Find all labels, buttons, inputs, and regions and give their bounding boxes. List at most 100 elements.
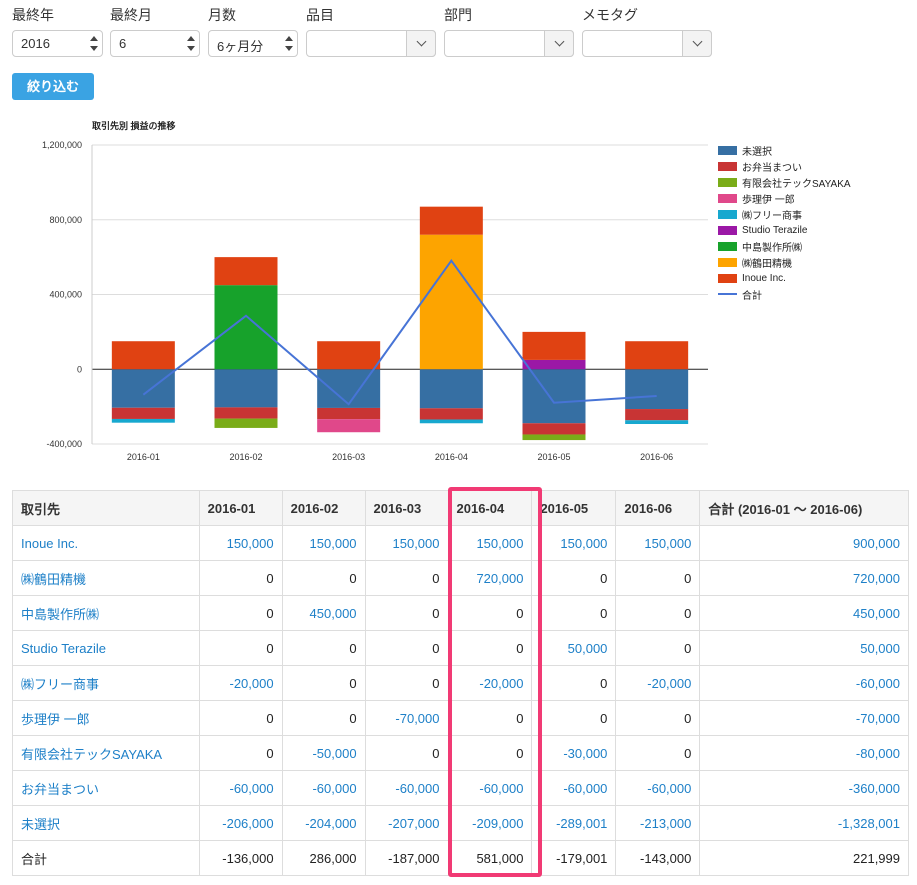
amount-cell[interactable]: -1,328,001 bbox=[837, 815, 900, 831]
partner-name-link[interactable]: 中島製作所㈱ bbox=[21, 606, 100, 622]
amount-cell[interactable]: 150,000 bbox=[392, 535, 440, 551]
legend-label: 合計 bbox=[742, 290, 762, 302]
amount-cell: 0 bbox=[684, 640, 692, 656]
column-header[interactable]: 取引先 bbox=[12, 490, 200, 526]
column-header[interactable]: 2016-06 bbox=[615, 490, 701, 526]
span-label: 月数 bbox=[208, 7, 236, 23]
spinner-icon bbox=[90, 36, 98, 51]
amount-cell[interactable]: 720,000 bbox=[853, 570, 900, 586]
amount-cell[interactable]: -30,000 bbox=[563, 745, 608, 761]
tag-dropdown-button[interactable] bbox=[682, 30, 712, 57]
column-header[interactable]: 合計 (2016-01 〜 2016-06) bbox=[699, 490, 909, 526]
amount-cell[interactable]: 150,000 bbox=[644, 535, 692, 551]
amount-cell[interactable]: -289,001 bbox=[556, 815, 608, 831]
amount-cell[interactable]: -20,000 bbox=[479, 675, 524, 691]
amount-cell[interactable]: -50,000 bbox=[312, 745, 357, 761]
dept-dropdown-button[interactable] bbox=[544, 30, 574, 57]
amount-cell[interactable]: -204,000 bbox=[305, 815, 357, 831]
legend-label: Studio Terazile bbox=[742, 224, 808, 236]
table-cell: -20,000 bbox=[615, 665, 701, 701]
partner-name-link[interactable]: お弁当まつい bbox=[21, 781, 100, 797]
bar-segment bbox=[625, 420, 689, 425]
amount-cell[interactable]: -207,000 bbox=[388, 815, 440, 831]
partner-name-link[interactable]: Inoue Inc. bbox=[21, 535, 79, 551]
partner-name-link[interactable]: Studio Terazile bbox=[21, 640, 107, 656]
amount-cell[interactable]: -360,000 bbox=[848, 780, 900, 796]
amount-cell[interactable]: -213,000 bbox=[640, 815, 692, 831]
amount-cell[interactable]: -70,000 bbox=[855, 710, 900, 726]
amount-cell[interactable]: -60,000 bbox=[479, 780, 524, 796]
table-cell: 0 bbox=[447, 700, 533, 736]
partner-name-link[interactable]: ㈱フリー商事 bbox=[21, 676, 100, 692]
item-dropdown-button[interactable] bbox=[406, 30, 436, 57]
amount-cell[interactable]: 150,000 bbox=[560, 535, 608, 551]
amount-cell[interactable]: -60,000 bbox=[647, 780, 692, 796]
amount-cell[interactable]: 50,000 bbox=[860, 640, 900, 656]
column-header[interactable]: 2016-03 bbox=[364, 490, 449, 526]
amount-cell: 0 bbox=[349, 640, 357, 656]
amount-cell[interactable]: 150,000 bbox=[309, 535, 357, 551]
bar-segment bbox=[317, 341, 381, 370]
amount-cell[interactable]: -60,000 bbox=[855, 675, 900, 691]
partner-name-link[interactable]: ㈱鶴田精機 bbox=[21, 571, 87, 587]
table-cell: -60,000 bbox=[531, 770, 617, 806]
bar-segment bbox=[214, 369, 278, 408]
partner-name-link[interactable]: 有限会社テックSAYAKA bbox=[21, 746, 163, 762]
amount-cell[interactable]: -60,000 bbox=[312, 780, 357, 796]
table-cell: -204,000 bbox=[281, 805, 366, 841]
year-select[interactable]: 2016 bbox=[12, 30, 103, 57]
amount-cell[interactable]: 720,000 bbox=[476, 570, 524, 586]
column-header[interactable]: 2016-02 bbox=[281, 490, 366, 526]
partner-name-link[interactable]: 未選択 bbox=[21, 816, 61, 832]
bar-segment bbox=[522, 331, 586, 360]
total-row: 合計 -136,000 286,000 -187,000 581,000 -179,001… bbox=[12, 840, 909, 876]
table-cell: 0 bbox=[364, 560, 449, 596]
month-select[interactable]: 6 bbox=[110, 30, 200, 57]
amount-cell[interactable]: -60,000 bbox=[229, 780, 274, 796]
amount-cell[interactable]: -209,000 bbox=[472, 815, 524, 831]
bar-segment bbox=[419, 408, 483, 420]
amount-cell: 0 bbox=[684, 605, 692, 621]
table-cell: -70,000 bbox=[364, 700, 449, 736]
column-header[interactable]: 2016-05 bbox=[531, 490, 617, 526]
x-tick-label: 2016-06 bbox=[640, 452, 673, 462]
amount-cell[interactable]: -20,000 bbox=[229, 675, 274, 691]
amount-cell[interactable]: -20,000 bbox=[647, 675, 692, 691]
span-select[interactable]: 6ヶ月分 bbox=[208, 30, 298, 57]
amount-cell[interactable]: -60,000 bbox=[563, 780, 608, 796]
spinner-icon bbox=[285, 36, 293, 51]
table-cell: 0 bbox=[364, 595, 449, 631]
amount-cell[interactable]: 900,000 bbox=[853, 535, 900, 551]
dept-combobox[interactable] bbox=[444, 30, 574, 57]
table-row: 中島製作所㈱ 0 450,000 0 0 0 0 450,000 bbox=[12, 595, 909, 631]
amount-cell[interactable]: -80,000 bbox=[855, 745, 900, 761]
table-cell: 合計 bbox=[12, 840, 200, 876]
tag-combobox[interactable] bbox=[582, 30, 712, 57]
table-row: ㈱鶴田精機 0 0 0 720,000 0 0 720,000 bbox=[12, 560, 909, 596]
x-tick-label: 2016-03 bbox=[332, 452, 365, 462]
amount-cell[interactable]: 150,000 bbox=[476, 535, 524, 551]
legend-label: 未選択 bbox=[742, 146, 772, 158]
table-cell: 0 bbox=[281, 560, 366, 596]
amount-cell[interactable]: 450,000 bbox=[309, 605, 357, 621]
item-combobox[interactable] bbox=[306, 30, 436, 57]
filter-submit-button[interactable]: 絞り込む bbox=[12, 73, 94, 100]
legend-swatch bbox=[718, 161, 737, 171]
amount-cell[interactable]: -206,000 bbox=[222, 815, 274, 831]
legend-line-swatch bbox=[718, 293, 737, 295]
table-cell: 0 bbox=[447, 735, 533, 771]
table-cell: Inoue Inc. bbox=[12, 525, 200, 561]
amount-cell[interactable]: -60,000 bbox=[395, 780, 440, 796]
amount-cell[interactable]: 50,000 bbox=[567, 640, 608, 656]
bar-segment bbox=[625, 369, 689, 410]
table-cell: お弁当まつい bbox=[12, 770, 200, 806]
partner-name-link[interactable]: 歩理伊 一郎 bbox=[21, 711, 90, 727]
table-cell: 50,000 bbox=[699, 630, 909, 666]
amount-cell: 0 bbox=[266, 745, 274, 761]
column-header[interactable]: 2016-04 bbox=[447, 490, 533, 526]
amount-cell[interactable]: -70,000 bbox=[395, 710, 440, 726]
column-header[interactable]: 2016-01 bbox=[198, 490, 283, 526]
amount-cell[interactable]: 450,000 bbox=[853, 605, 900, 621]
amount-cell[interactable]: 150,000 bbox=[226, 535, 274, 551]
legend-item: 歩理伊 一郎 bbox=[718, 190, 851, 206]
